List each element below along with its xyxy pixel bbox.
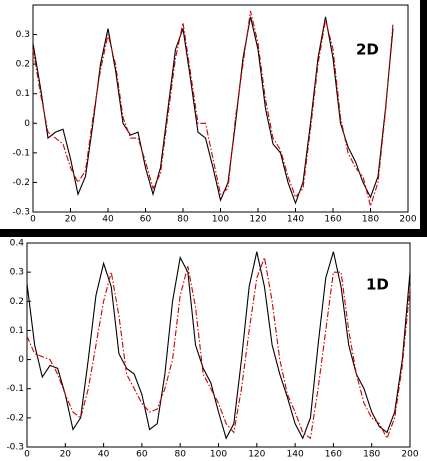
y-tick-label: 0 — [18, 355, 24, 365]
plot-area — [26, 242, 411, 448]
x-tick-label: 100 — [212, 215, 229, 225]
x-tick-label: 180 — [362, 215, 379, 225]
x-tick-label: 80 — [177, 215, 189, 225]
y-tick-label: 0.3 — [10, 268, 24, 278]
annotation: 2D — [356, 41, 379, 59]
y-tick-label: -0.3 — [12, 208, 30, 218]
x-tick-label: 200 — [401, 450, 418, 460]
y-tick-label: 0.3 — [16, 30, 30, 40]
x-tick-label: 200 — [399, 215, 416, 225]
x-tick-label: 160 — [325, 450, 342, 460]
series-line — [26, 251, 411, 440]
y-tick-label: -0.3 — [6, 443, 24, 453]
y-tick-label: 0.1 — [16, 89, 30, 99]
x-tick-label: 20 — [65, 215, 77, 225]
y-tick-label: 0.2 — [10, 297, 24, 307]
y-tick-label: -0.1 — [6, 384, 24, 394]
series-line — [32, 10, 394, 209]
series-line — [32, 16, 394, 205]
x-tick-label: 80 — [174, 450, 186, 460]
y-tick-label: 0.2 — [16, 60, 30, 70]
annotation: 1D — [366, 276, 389, 294]
x-tick-label: 180 — [363, 450, 380, 460]
x-tick-label: 60 — [140, 215, 152, 225]
y-tick-label: -0.1 — [12, 148, 30, 158]
x-tick-label: 140 — [287, 215, 304, 225]
x-tick-label: 120 — [248, 450, 265, 460]
x-tick-label: 40 — [98, 450, 110, 460]
x-tick-label: 140 — [287, 450, 304, 460]
x-tick-label: 160 — [324, 215, 341, 225]
x-tick-label: 120 — [249, 215, 266, 225]
y-tick-label: 0.4 — [10, 239, 25, 249]
y-tick-label: -0.2 — [6, 413, 24, 423]
x-tick-label: 100 — [210, 450, 227, 460]
y-tick-label: 0.1 — [10, 326, 24, 336]
y-tick-label: -0.2 — [12, 178, 30, 188]
x-tick-label: 60 — [136, 450, 148, 460]
x-tick-label: 40 — [102, 215, 114, 225]
x-tick-label: 0 — [24, 450, 30, 460]
y-tick-label: 0 — [24, 119, 30, 129]
x-tick-label: 0 — [30, 215, 36, 225]
plot-area — [32, 4, 409, 213]
series-line — [26, 255, 411, 440]
x-tick-label: 20 — [60, 450, 72, 460]
